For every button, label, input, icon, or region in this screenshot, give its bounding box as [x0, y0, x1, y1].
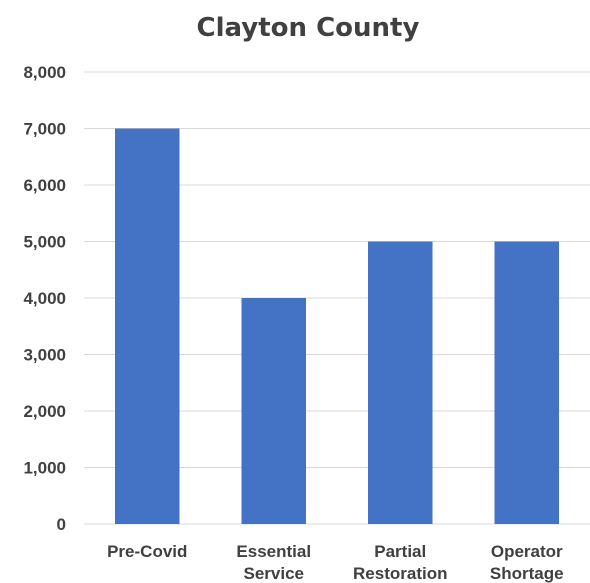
- y-tick-label: 4,000: [23, 289, 66, 308]
- y-tick-label: 5,000: [23, 233, 66, 252]
- y-tick-label: 6,000: [23, 176, 66, 195]
- x-category-label-line: Operator: [491, 542, 563, 561]
- y-tick-label: 1,000: [23, 459, 66, 478]
- bar: [367, 241, 433, 524]
- y-tick-label: 3,000: [23, 346, 66, 365]
- x-axis-categories: Pre-Covid Essential Service Partial Restorat…: [107, 542, 563, 583]
- x-category-label-line: Essential: [236, 542, 311, 561]
- x-category-label: Partial Restoration: [353, 542, 447, 583]
- x-category-label: Operator Shortage: [490, 542, 564, 583]
- x-category-label: Essential Service: [236, 542, 311, 583]
- x-category-label-line: Partial: [374, 542, 426, 561]
- bars: [114, 128, 560, 524]
- bar: [494, 241, 560, 524]
- y-tick-label: 7,000: [23, 120, 66, 139]
- bar: [241, 298, 307, 524]
- x-category-label-line: Pre-Covid: [107, 542, 187, 561]
- y-tick-label: 2,000: [23, 402, 66, 421]
- y-axis-ticks: 0 1,000 2,000 3,000 4,000 5,000 6,000 7,000 8,00…: [23, 63, 66, 534]
- y-tick-label: 8,000: [23, 63, 66, 82]
- x-category-label: Pre-Covid: [107, 542, 187, 561]
- x-category-label-line: Shortage: [490, 564, 564, 583]
- chart-title: Clayton County: [197, 13, 420, 43]
- x-category-label-line: Service: [244, 564, 305, 583]
- y-tick-label: 0: [57, 515, 66, 534]
- bar: [114, 128, 180, 524]
- x-category-label-line: Restoration: [353, 564, 447, 583]
